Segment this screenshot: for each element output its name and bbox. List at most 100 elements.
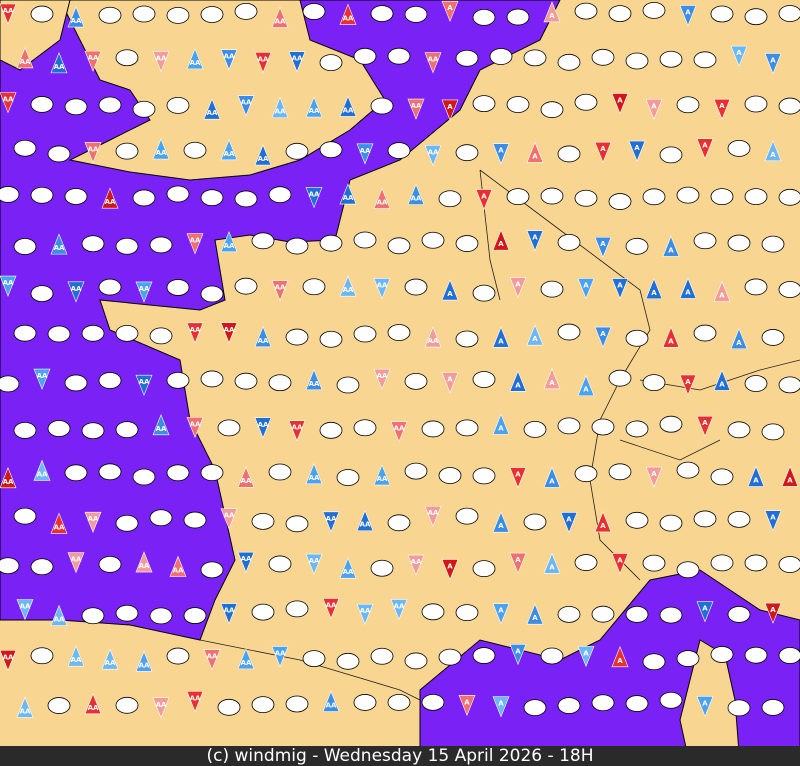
calm-marker [676,461,700,479]
wind-arrow [186,417,204,439]
calm-marker [727,699,751,717]
wind-arrow [764,602,782,624]
calm-marker [200,189,224,207]
calm-marker [744,554,768,572]
wind-arrow [0,467,17,489]
wind-arrow [492,413,510,435]
calm-marker [30,285,54,302]
calm-marker [353,325,377,343]
calm-marker [540,101,564,119]
wind-arrow [713,280,731,302]
wind-label: AA [156,701,167,709]
calm-marker [710,554,734,572]
calm-marker [47,325,71,343]
borders [199,169,800,701]
wind-label: A [447,4,453,12]
calm-marker [98,6,122,24]
calm-marker [574,465,598,483]
wind-arrow [305,96,323,118]
calm-marker [710,646,734,663]
wind-label: AA [88,145,99,153]
wind-label: A [719,380,725,388]
wind-label: A [702,419,708,427]
calm-marker [285,237,309,255]
wind-arrow [356,509,374,532]
wind-arrow [16,599,34,621]
calm-marker [319,234,343,252]
wind-arrow [84,693,102,715]
calm-marker [13,421,37,439]
calm-marker [30,96,54,113]
calm-marker [115,421,139,439]
wind-label: A [651,102,657,110]
wind-arrow [509,643,527,666]
calm-marker [778,281,800,298]
calm-marker [387,47,411,65]
wind-label: AA [54,615,65,623]
wind-arrow [543,1,561,23]
wind-arrow [645,466,663,488]
wind-label: AA [377,199,388,207]
wind-arrow [526,230,544,252]
calm-marker [455,604,479,622]
calm-marker [183,511,207,529]
calm-marker [387,142,411,159]
wind-arrow [594,236,612,259]
wind-arrow [373,278,391,300]
wind-label: A [668,246,674,254]
wind-label: AA [275,18,286,26]
calm-marker [353,694,377,711]
wind-arrow [220,139,238,161]
wind-arrow [543,367,561,390]
wind-arrow [441,0,459,23]
wind-arrow [152,413,170,436]
calm-marker [489,48,513,65]
wind-arrow [203,98,221,120]
wind-label: AA [258,155,269,163]
calm-marker [64,464,88,482]
wind-label: AA [411,558,422,566]
calm-marker [625,605,649,623]
wind-arrow [611,278,629,300]
wind-arrow [186,48,204,70]
calm-marker [557,697,581,714]
wind-arrow [254,326,272,348]
calm-marker [13,507,37,525]
wind-label: A [787,476,793,484]
wind-arrow [356,143,374,165]
wind-label: A [498,607,504,615]
wind-label: A [770,151,776,159]
wind-arrow [611,93,629,115]
wind-label: AA [377,372,388,380]
calm-marker [30,558,54,576]
wind-arrow [611,645,629,668]
wind-arrow [101,648,119,670]
wind-arrow [492,143,510,165]
wind-label: AA [411,195,422,203]
calm-marker [387,514,411,532]
calm-marker [166,185,190,203]
calm-marker [64,98,88,116]
wind-arrow [679,5,697,27]
calm-marker [13,139,37,157]
calm-marker [744,375,768,392]
calm-marker [727,510,751,528]
wind-label: AA [139,661,150,669]
calm-marker [132,5,156,23]
wind-arrow [526,324,544,346]
wind-arrow [305,553,323,575]
wind-label: AA [224,326,235,334]
wind-label: AA [326,702,337,710]
calm-marker [557,323,581,341]
calm-marker [166,464,190,482]
calm-marker [115,324,139,342]
wind-arrow [135,281,153,303]
wind-arrow [696,601,714,623]
calm-marker [727,606,751,623]
calm-marker [506,96,530,113]
calm-marker [234,277,258,295]
calm-marker [659,606,683,624]
wind-label: A [498,424,504,432]
wind-arrow [696,415,714,437]
calm-marker [761,235,785,253]
